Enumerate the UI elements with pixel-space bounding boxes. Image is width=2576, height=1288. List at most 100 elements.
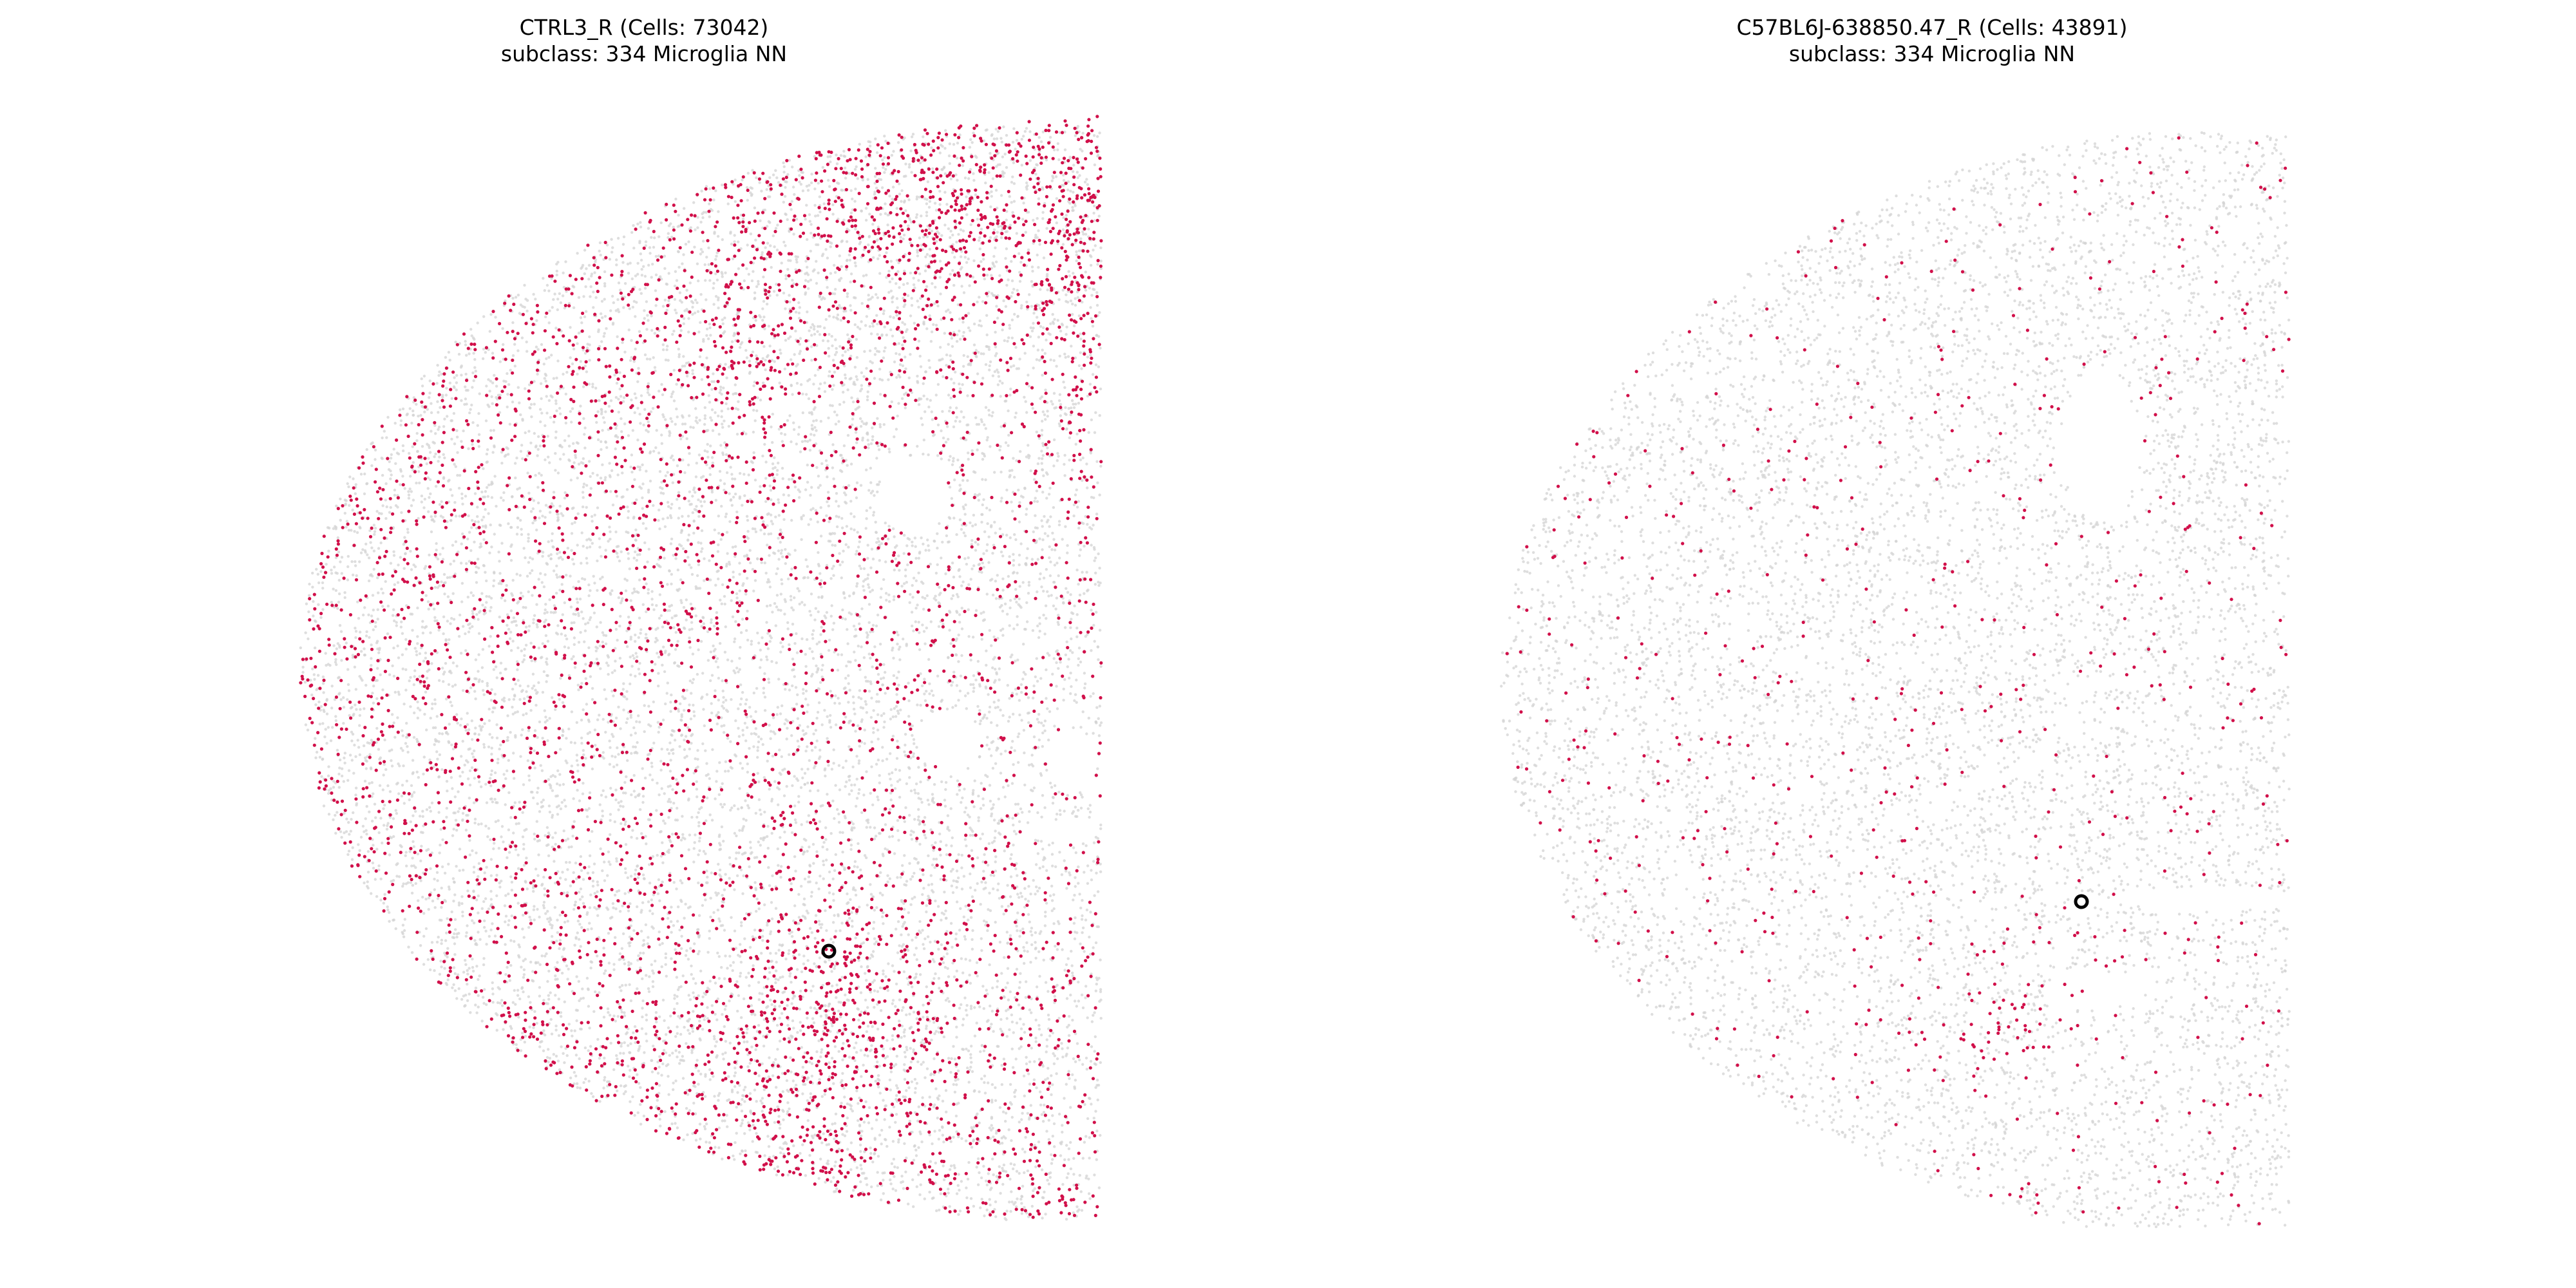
background-cell-point [576,544,579,547]
background-cell-point [511,401,515,404]
background-cell-point [1065,587,1068,590]
background-cell-point [789,594,793,598]
background-cell-point [554,451,557,455]
background-cell-point [835,983,838,987]
background-cell-point [710,488,714,492]
background-cell-point [754,727,758,730]
background-cell-point [717,917,721,920]
background-cell-point [703,1127,707,1131]
background-cell-point [511,296,515,300]
background-cell-point [817,182,820,185]
background-cell-point [1042,724,1045,727]
background-cell-point [328,526,331,530]
background-cell-point [900,397,904,401]
background-cell-point [573,521,576,524]
background-cell-point [1045,902,1048,905]
background-cell-point [846,292,849,296]
background-cell-point [350,759,354,762]
background-cell-point [1074,297,1077,300]
background-cell-point [1057,623,1060,626]
background-cell-point [933,1057,936,1061]
background-cell-point [777,1115,781,1118]
background-cell-point [545,663,549,666]
background-cell-point [540,581,544,584]
background-cell-point [1018,699,1021,702]
background-cell-point [851,765,855,769]
background-cell-point [591,884,595,888]
background-cell-point [504,894,507,897]
background-cell-point [1036,500,1039,503]
background-cell-point [851,919,854,923]
background-cell-point [871,557,875,561]
background-cell-point [786,621,790,624]
background-cell-point [1097,658,1100,661]
background-cell-point [638,553,641,556]
background-cell-point [715,780,718,783]
background-cell-point [582,482,586,486]
background-cell-point [827,346,830,350]
background-cell-point [911,544,914,547]
background-cell-point [739,762,742,765]
background-cell-point [1006,684,1010,687]
background-cell-point [584,310,588,313]
background-cell-point [880,379,884,382]
background-cell-point [435,750,439,753]
background-cell-point [404,552,407,556]
background-cell-point [631,429,634,432]
background-cell-point [827,374,831,378]
background-cell-point [548,511,552,514]
background-cell-point [629,714,632,717]
background-cell-point [1099,827,1103,831]
background-cell-point [637,1082,641,1085]
background-cell-point [879,1009,883,1012]
background-cell-point [1038,537,1041,540]
background-cell-point [978,570,981,573]
background-cell-point [470,334,473,337]
background-cell-point [547,289,551,292]
background-cell-point [370,464,374,468]
background-cell-point [871,361,874,365]
background-cell-point [464,632,467,636]
background-cell-point [422,659,426,663]
background-cell-point [669,920,673,923]
background-cell-point [899,708,902,712]
background-cell-point [938,1208,941,1212]
background-cell-point [898,658,902,661]
background-cell-point [547,355,551,359]
background-cell-point [542,906,546,909]
background-cell-point [1051,1114,1054,1117]
background-cell-point [1084,232,1088,236]
background-cell-point [1013,1095,1017,1099]
background-cell-point [790,440,793,444]
background-cell-point [735,596,739,600]
background-cell-point [846,295,849,298]
background-cell-point [753,881,757,884]
background-cell-point [724,1051,727,1055]
background-cell-point [500,582,503,585]
background-cell-point [1058,393,1062,396]
background-cell-point [708,1068,712,1072]
background-cell-point [787,337,790,340]
background-cell-point [365,829,368,832]
background-cell-point [502,379,506,383]
background-cell-point [374,625,377,629]
background-cell-point [919,1183,922,1186]
background-cell-point [904,1170,907,1174]
background-cell-point [934,1161,938,1165]
background-cell-point [1083,687,1086,690]
background-cell-point [770,831,773,835]
background-cell-point [676,1126,679,1130]
background-cell-point [791,393,794,396]
background-cell-point [1020,1202,1023,1205]
background-cell-point [933,782,936,786]
background-cell-point [598,644,601,648]
background-cell-point [618,985,621,989]
background-cell-point [361,613,365,617]
background-cell-point [806,576,810,580]
background-cell-point [840,653,844,656]
background-cell-point [1030,1011,1033,1014]
background-cell-point [540,412,544,415]
background-cell-point [579,997,583,1001]
background-cell-point [1036,217,1039,220]
background-cell-point [781,466,784,470]
